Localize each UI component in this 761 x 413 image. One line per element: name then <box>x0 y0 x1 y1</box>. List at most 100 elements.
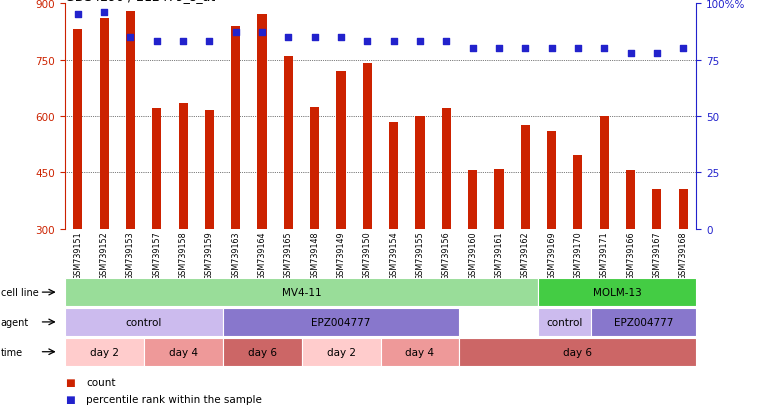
Bar <box>679 190 688 229</box>
Bar <box>73 31 82 229</box>
Text: GSM739168: GSM739168 <box>679 230 688 279</box>
Bar <box>363 64 372 229</box>
Bar <box>144 338 223 366</box>
Text: control: control <box>126 317 162 327</box>
Point <box>72 12 84 19</box>
Bar <box>152 109 161 229</box>
Point <box>440 39 452 46</box>
Text: GSM739151: GSM739151 <box>73 230 82 279</box>
Bar <box>65 278 539 306</box>
Text: time: time <box>1 347 23 357</box>
Point <box>546 46 558 52</box>
Bar <box>223 308 460 336</box>
Point <box>203 39 215 46</box>
Text: day 4: day 4 <box>406 347 435 357</box>
Point <box>256 30 268 37</box>
Text: GDS4290 / 212479_s_at: GDS4290 / 212479_s_at <box>65 0 215 3</box>
Text: GSM739170: GSM739170 <box>573 230 582 279</box>
Text: GSM739167: GSM739167 <box>652 230 661 279</box>
Bar <box>179 104 188 229</box>
Text: GSM739158: GSM739158 <box>179 230 188 279</box>
Bar <box>539 278 696 306</box>
Text: GSM739160: GSM739160 <box>468 230 477 279</box>
Text: day 2: day 2 <box>90 347 119 357</box>
Point <box>625 50 637 57</box>
Text: ■: ■ <box>65 394 75 404</box>
Text: GSM739150: GSM739150 <box>363 230 372 279</box>
Point <box>151 39 163 46</box>
Point <box>230 30 242 37</box>
Text: MV4-11: MV4-11 <box>282 287 321 297</box>
Text: EPZ004777: EPZ004777 <box>311 317 371 327</box>
Bar <box>441 109 451 229</box>
Bar <box>257 15 266 229</box>
Text: GSM739159: GSM739159 <box>205 230 214 279</box>
Bar <box>547 132 556 229</box>
Bar <box>100 19 109 229</box>
Text: ■: ■ <box>65 377 75 387</box>
Text: GSM739157: GSM739157 <box>152 230 161 279</box>
Point <box>124 35 136 41</box>
Point <box>177 39 189 46</box>
Text: GSM739154: GSM739154 <box>389 230 398 279</box>
Point <box>651 50 663 57</box>
Point <box>282 35 295 41</box>
Text: percentile rank within the sample: percentile rank within the sample <box>86 394 262 404</box>
Text: GSM739162: GSM739162 <box>521 230 530 279</box>
Text: GSM739169: GSM739169 <box>547 230 556 279</box>
Point <box>572 46 584 52</box>
Bar <box>310 107 320 229</box>
Text: GSM739152: GSM739152 <box>100 230 109 279</box>
Bar <box>495 169 504 229</box>
Bar <box>416 116 425 229</box>
Bar <box>652 190 661 229</box>
Text: GSM739161: GSM739161 <box>495 230 504 279</box>
Bar <box>126 12 135 229</box>
Bar <box>65 338 144 366</box>
Point <box>677 46 689 52</box>
Point <box>466 46 479 52</box>
Text: GSM739153: GSM739153 <box>126 230 135 279</box>
Bar <box>539 308 591 336</box>
Point <box>519 46 531 52</box>
Bar <box>573 156 582 229</box>
Bar <box>468 171 477 229</box>
Text: GSM739164: GSM739164 <box>257 230 266 279</box>
Text: cell line: cell line <box>1 287 39 297</box>
Text: MOLM-13: MOLM-13 <box>593 287 642 297</box>
Bar <box>336 71 345 229</box>
Bar <box>65 308 223 336</box>
Text: GSM739155: GSM739155 <box>416 230 425 279</box>
Point <box>309 35 321 41</box>
Text: GSM739166: GSM739166 <box>626 230 635 279</box>
Bar <box>460 338 696 366</box>
Text: GSM739149: GSM739149 <box>336 230 345 279</box>
Point <box>361 39 374 46</box>
Bar <box>600 116 609 229</box>
Text: GSM739148: GSM739148 <box>310 230 319 279</box>
Point <box>493 46 505 52</box>
Bar <box>223 338 301 366</box>
Point <box>98 10 110 17</box>
Bar <box>591 308 696 336</box>
Bar <box>231 26 240 229</box>
Text: day 6: day 6 <box>563 347 592 357</box>
Bar <box>284 57 293 229</box>
Point <box>598 46 610 52</box>
Text: day 6: day 6 <box>247 347 276 357</box>
Text: control: control <box>546 317 583 327</box>
Text: EPZ004777: EPZ004777 <box>614 317 673 327</box>
Text: count: count <box>86 377 116 387</box>
Bar <box>521 126 530 229</box>
Text: GSM739171: GSM739171 <box>600 230 609 279</box>
Text: day 4: day 4 <box>169 347 198 357</box>
Bar <box>301 338 380 366</box>
Text: agent: agent <box>1 317 29 327</box>
Point <box>414 39 426 46</box>
Text: GSM739165: GSM739165 <box>284 230 293 279</box>
Bar <box>389 122 398 229</box>
Text: day 2: day 2 <box>326 347 355 357</box>
Point <box>335 35 347 41</box>
Text: GSM739156: GSM739156 <box>442 230 451 279</box>
Bar <box>626 171 635 229</box>
